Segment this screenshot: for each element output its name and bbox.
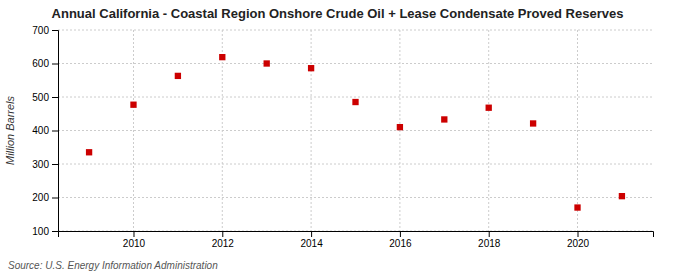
chart-container: 2010 2012 2014 2016 2018 2020 100 200 300 400 500 6… (0, 0, 675, 275)
grid-line-x (488, 30, 489, 231)
y-tick-mark (52, 131, 58, 132)
point (574, 204, 580, 210)
grid-line-y (58, 164, 653, 165)
chart-svg: 2010 2012 2014 2016 2018 2020 100 200 300 400 500 6… (0, 0, 675, 275)
y-tick-mark (52, 30, 58, 31)
y-tick-mark (52, 231, 58, 232)
x-tick: 2020 (567, 231, 590, 249)
y-tick: 200 (32, 192, 58, 203)
y-tick-label: 500 (32, 92, 49, 103)
y-tick-mark (52, 64, 58, 65)
grid-line-y (58, 97, 653, 98)
grid-line-x (577, 30, 578, 231)
x-tick: 2018 (478, 231, 501, 249)
y-tick: 300 (32, 159, 58, 170)
grid-line-y (58, 63, 653, 64)
chart-title: Annual California - Coastal Region Onsho… (52, 6, 624, 21)
point (219, 54, 225, 60)
x-tick: 2010 (123, 231, 146, 249)
y-tick-label: 400 (32, 125, 49, 136)
grid-line-y (58, 130, 653, 131)
x-tick-mark (578, 231, 579, 237)
point (486, 105, 492, 111)
y-tick-label: 600 (32, 58, 49, 69)
x-tick-mark (311, 231, 312, 237)
x-axis-line (59, 232, 654, 238)
x-tick: 2016 (389, 231, 412, 249)
x-tick: 2012 (212, 231, 235, 249)
point (264, 60, 270, 66)
y-axis-line (52, 31, 59, 232)
y-tick-mark (52, 198, 58, 199)
point (441, 116, 447, 122)
source-note: Source: U.S. Energy Information Administ… (8, 260, 218, 271)
point (175, 73, 181, 79)
grid-line-x (133, 30, 134, 231)
y-tick: 600 (32, 58, 58, 69)
x-tick-label: 2014 (300, 238, 323, 249)
point (619, 193, 625, 199)
y-tick: 400 (32, 125, 58, 136)
y-tick-label: 300 (32, 159, 49, 170)
y-tick: 700 (32, 25, 58, 36)
x-tick-label: 2020 (567, 238, 590, 249)
points (86, 54, 625, 211)
y-tick-mark (52, 164, 58, 165)
point (130, 102, 136, 108)
y-axis-label: Million Barrels (4, 95, 16, 165)
x-tick-mark (222, 231, 223, 237)
x-tick-label: 2018 (478, 238, 501, 249)
grid-line-y (58, 30, 653, 31)
point (308, 65, 314, 71)
x-tick-mark (133, 231, 134, 237)
grid (58, 30, 653, 231)
point (352, 99, 358, 105)
point (530, 120, 536, 126)
x-tick-label: 2016 (389, 238, 412, 249)
y-tick-label: 200 (32, 192, 49, 203)
point (397, 124, 403, 130)
y-tick-mark (52, 97, 58, 98)
x-tick: 2014 (300, 231, 323, 249)
y-tick: 500 (32, 92, 58, 103)
x-tick-label: 2012 (212, 238, 235, 249)
x-tick-label: 2010 (123, 238, 146, 249)
y-axis: 100 200 300 400 500 600 700 (32, 25, 58, 237)
y-tick: 100 (32, 226, 58, 237)
x-axis: 2010 2012 2014 2016 2018 2020 (59, 231, 654, 249)
x-tick-mark (489, 231, 490, 237)
y-tick-label: 100 (32, 226, 49, 237)
grid-line-y (58, 197, 653, 198)
x-tick-mark (400, 231, 401, 237)
y-tick-label: 700 (32, 25, 49, 36)
point (86, 149, 92, 155)
plot-area: 2010 2012 2014 2016 2018 2020 100 200 300 400 500 6… (32, 25, 653, 249)
